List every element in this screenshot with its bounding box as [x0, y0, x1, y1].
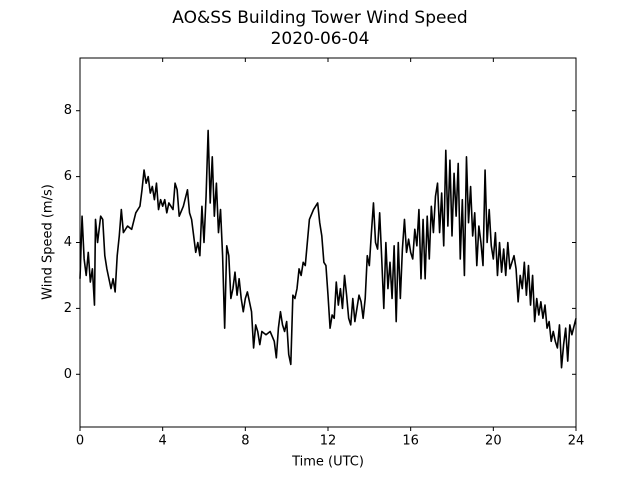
y-axis-label: Wind Speed (m/s) [41, 184, 56, 300]
chart-subtitle: 2020-06-04 [271, 29, 370, 49]
y-tick-label: 8 [64, 103, 72, 118]
x-tick-label: 0 [76, 434, 84, 449]
y-tick-label: 4 [64, 235, 72, 250]
x-tick-label: 16 [402, 434, 419, 449]
x-tick-label: 8 [241, 434, 249, 449]
x-tick-label: 24 [568, 434, 585, 449]
x-axis-label: Time (UTC) [291, 455, 364, 470]
x-tick-label: 4 [159, 434, 167, 449]
y-tick-label: 2 [64, 301, 72, 316]
y-tick-label: 0 [64, 367, 72, 382]
y-tick-label: 6 [64, 169, 72, 184]
x-tick-label: 12 [320, 434, 337, 449]
x-tick-label: 20 [485, 434, 502, 449]
line-series [79, 129, 577, 369]
plot-frame [79, 57, 577, 428]
chart-title: AO&SS Building Tower Wind Speed [172, 8, 467, 28]
